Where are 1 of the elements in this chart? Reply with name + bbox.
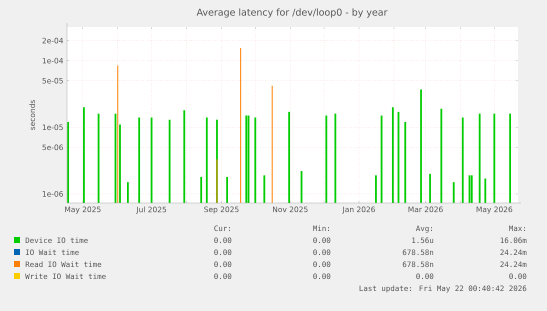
chart-title: Average latency for /dev/loop0 - by year bbox=[196, 8, 388, 18]
